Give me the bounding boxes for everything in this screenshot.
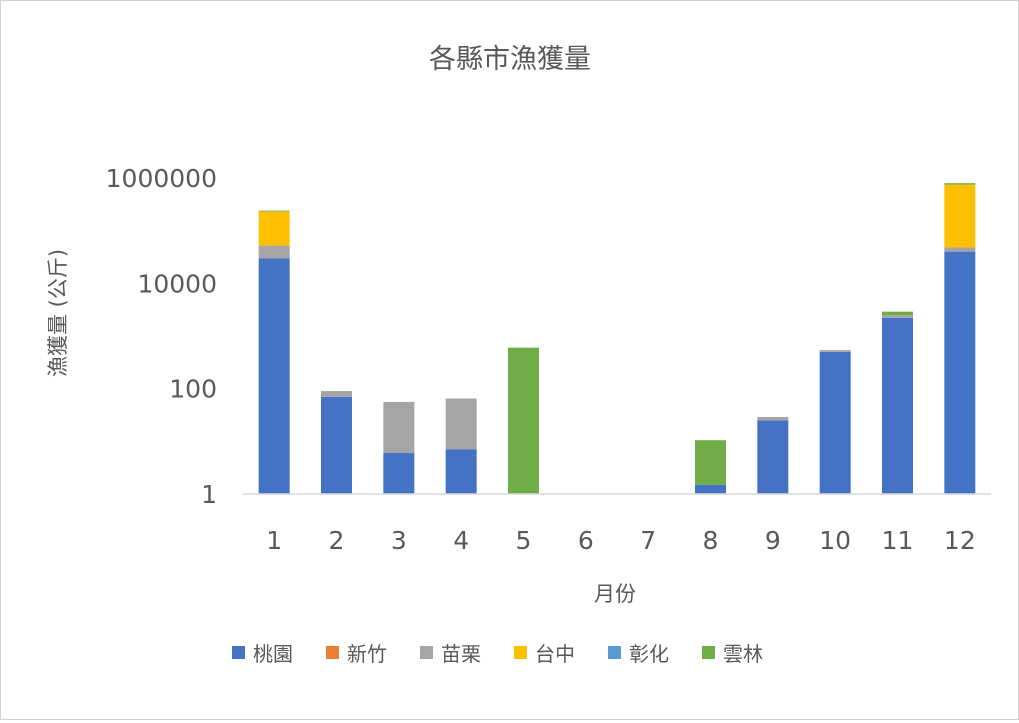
chart-title: 各縣市漁獲量	[429, 44, 591, 75]
bar-雲林-8	[695, 440, 726, 485]
y-tick-labels: 1 100 10000 1000000	[106, 164, 217, 509]
x-tick-label: 6	[578, 526, 594, 555]
bar-台中-12	[944, 184, 976, 248]
legend-swatch	[608, 646, 621, 659]
legend-swatch	[420, 646, 433, 659]
x-tick-label: 4	[453, 526, 469, 555]
legend-swatch	[514, 646, 527, 659]
bar-雲林-12	[944, 183, 976, 185]
bar-雲林-11	[882, 311, 913, 316]
y-tick-label: 10000	[137, 269, 217, 298]
legend-label: 新竹	[347, 642, 387, 666]
bar-桃園-9	[757, 420, 789, 494]
x-axis-label: 月份	[594, 582, 636, 606]
bar-桃園-4	[445, 449, 477, 494]
bar-苗栗-1	[258, 245, 290, 259]
bar-桃園-3	[383, 453, 415, 494]
bar-台中-1	[258, 211, 290, 246]
legend-label: 台中	[535, 642, 575, 666]
x-tick-label: 5	[516, 526, 532, 555]
y-tick-label: 100	[169, 375, 217, 404]
x-tick-label: 1	[266, 526, 282, 555]
bar-苗栗-11	[882, 315, 913, 318]
legend-label: 苗栗	[441, 642, 481, 666]
x-tick-labels: 1 2 3 4 5 6 7 8 9 10 11 12	[266, 526, 976, 555]
y-axis-label: 漁獲量 (公斤)	[46, 249, 70, 377]
bar-苗栗-9	[757, 416, 789, 421]
x-tick-label: 7	[640, 526, 656, 555]
bar-苗栗-10	[819, 350, 851, 352]
x-tick-label: 10	[819, 526, 851, 555]
y-tick-label: 1000000	[106, 164, 217, 193]
x-tick-label: 2	[329, 526, 345, 555]
y-tick-label: 1	[201, 480, 217, 509]
bar-苗栗-4	[445, 398, 477, 450]
bar-雲林-1	[258, 210, 290, 212]
bar-桃園-1	[258, 258, 290, 494]
bar-苗栗-3	[383, 401, 415, 454]
x-tick-label: 12	[944, 526, 976, 555]
bar-桃園-8	[695, 484, 726, 494]
legend: 桃園 新竹 苗栗 台中 彰化 雲林	[232, 642, 763, 666]
bars-group	[258, 183, 976, 494]
legend-label: 桃園	[253, 642, 293, 666]
x-tick-label: 9	[765, 526, 781, 555]
legend-swatch	[232, 646, 245, 659]
bar-苗栗-12	[944, 247, 976, 252]
x-tick-label: 8	[703, 526, 719, 555]
bar-桃園-10	[819, 351, 851, 494]
bar-苗栗-2	[321, 391, 352, 397]
bar-桃園-11	[882, 317, 913, 494]
legend-swatch	[702, 646, 715, 659]
x-tick-label: 3	[391, 526, 407, 555]
legend-swatch	[326, 646, 339, 659]
bar-桃園-12	[944, 251, 976, 494]
x-tick-label: 11	[882, 526, 914, 555]
legend-label: 雲林	[723, 642, 763, 666]
bar-雲林-5	[508, 347, 539, 494]
bar-桃園-2	[321, 396, 352, 494]
legend-label: 彰化	[629, 642, 669, 666]
